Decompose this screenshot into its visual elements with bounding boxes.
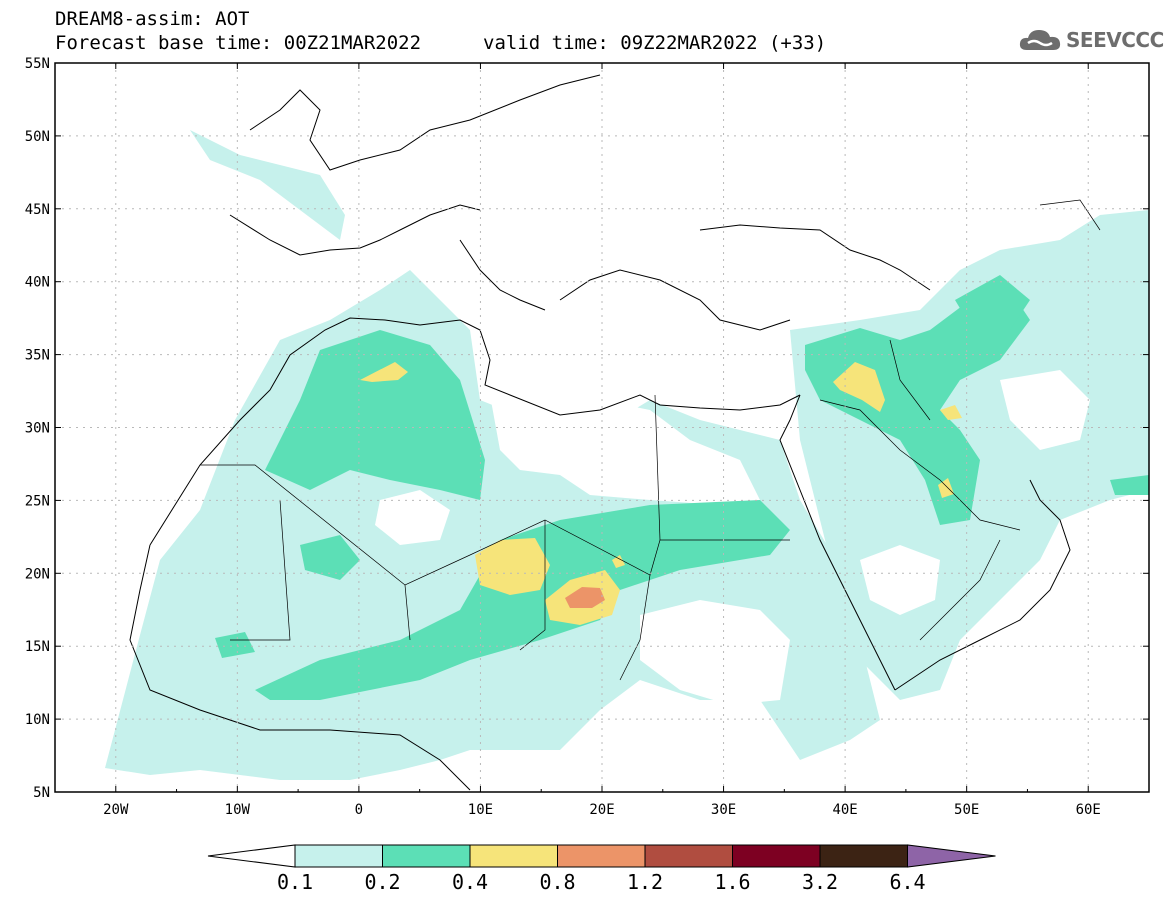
lat-label: 15N	[25, 639, 50, 655]
aot-holes	[375, 370, 1090, 705]
lat-label: 55N	[25, 56, 50, 72]
legend-label: 0.2	[364, 870, 400, 894]
legend-swatch	[382, 844, 471, 868]
legend-label: 1.2	[627, 870, 663, 894]
lat-label: 30N	[25, 421, 50, 437]
legend-label: 1.6	[714, 870, 750, 894]
lat-label: 5N	[33, 785, 50, 801]
legend-label: 0.1	[277, 870, 313, 894]
aot-band-0.2	[215, 275, 1149, 700]
legend-label: 0.8	[539, 870, 575, 894]
legend-swatch	[557, 844, 646, 868]
forecast-base-time: Forecast base time: 00Z21MAR2022	[55, 32, 422, 54]
legend-label: 3.2	[802, 870, 838, 894]
logo-text: SEEVCCC	[1066, 28, 1164, 52]
lat-label: 45N	[25, 202, 50, 218]
lat-label: 25N	[25, 493, 50, 509]
lat-label: 35N	[25, 348, 50, 364]
lon-label: 10E	[468, 802, 493, 818]
axis-ticks	[54, 62, 1150, 793]
aot-band-0.8	[565, 587, 605, 608]
aot-field	[105, 74, 1149, 791]
valid-time: valid time: 09Z22MAR2022 (+33)	[483, 32, 827, 54]
map-grid	[55, 63, 1149, 792]
country-borders	[200, 199, 1101, 681]
lon-label: 30E	[711, 802, 736, 818]
lon-label: 50E	[954, 802, 979, 818]
lat-labels: 55N 50N 45N 40N 35N 30N 25N 20N 15N 10N 5N	[25, 56, 50, 801]
lon-label: 10W	[225, 802, 251, 818]
lat-label: 10N	[25, 712, 50, 728]
lat-label: 20N	[25, 566, 50, 582]
legend-upper-arrow	[907, 844, 996, 868]
lon-label: 40E	[832, 802, 857, 818]
legend-label: 6.4	[889, 870, 925, 894]
cloud-icon	[1019, 30, 1061, 50]
lon-label: 0	[355, 802, 363, 818]
legend-swatch	[819, 844, 908, 868]
lat-label: 40N	[25, 275, 50, 291]
lon-label: 20E	[589, 802, 614, 818]
legend-label: 0.4	[452, 870, 488, 894]
legend-swatch	[732, 844, 821, 868]
lon-label: 60E	[1076, 802, 1101, 818]
aot-legend: 0.1 0.2 0.4 0.8 1.2 1.6 3.2 6.4	[207, 844, 996, 894]
lon-labels: 20W 10W 0 10E 20E 30E 40E 50E 60E	[103, 802, 1101, 818]
legend-swatch	[469, 844, 558, 868]
legend-swatch	[644, 844, 733, 868]
legend-lower-arrow	[207, 844, 296, 868]
seevccc-logo: SEEVCCC	[1018, 24, 1164, 56]
legend-swatch	[294, 844, 383, 868]
model-title: DREAM8-assim: AOT	[55, 8, 250, 30]
lat-label: 50N	[25, 129, 50, 145]
aot-band-0.4	[360, 362, 962, 625]
lon-label: 20W	[103, 802, 129, 818]
